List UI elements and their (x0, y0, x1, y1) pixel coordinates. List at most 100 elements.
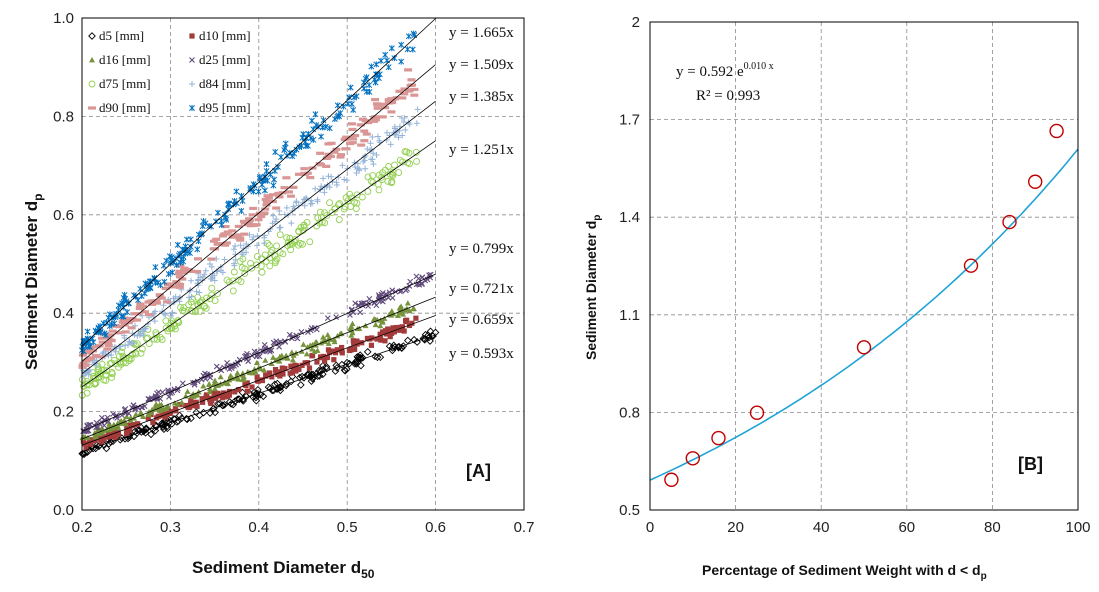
data-point (410, 93, 419, 97)
data-point (254, 242, 261, 249)
data-point (119, 412, 125, 419)
data-point (312, 339, 319, 345)
legend-entry: d10 [mm] (199, 28, 251, 43)
data-point (371, 98, 380, 102)
data-point (379, 169, 387, 177)
data-point (384, 98, 393, 102)
data-point (110, 411, 116, 417)
data-point (124, 425, 130, 431)
data-point (339, 162, 346, 169)
data-point (253, 261, 261, 269)
data-point (221, 224, 230, 229)
data-point (240, 245, 247, 252)
data-point (287, 194, 296, 198)
data-point (249, 236, 256, 243)
data-point (126, 338, 133, 345)
data-point (261, 234, 268, 241)
data-point (336, 113, 343, 120)
data-point (260, 211, 269, 215)
data-point (330, 150, 339, 154)
data-point (314, 359, 320, 365)
data-point (89, 57, 95, 63)
data-point (134, 332, 141, 339)
data-point (229, 363, 235, 370)
data-point (88, 438, 95, 444)
data-point (371, 315, 378, 322)
data-point (261, 240, 268, 247)
data-point (405, 33, 412, 40)
data-point (315, 372, 324, 380)
data-point (106, 338, 115, 342)
data-point (277, 224, 284, 231)
data-point (356, 166, 363, 173)
data-point (369, 134, 376, 141)
data-point (357, 143, 366, 147)
data-point (272, 149, 279, 156)
data-point (281, 147, 288, 154)
data-point (336, 155, 345, 159)
data-point (189, 57, 195, 63)
data-point (299, 240, 306, 248)
data-point (120, 323, 129, 327)
data-point (664, 472, 679, 487)
data-point (277, 373, 283, 379)
data-point (406, 121, 413, 128)
data-point (222, 211, 229, 218)
data-point (263, 194, 272, 198)
data-point (397, 288, 403, 295)
data-point (300, 131, 307, 138)
data-point (240, 221, 249, 225)
data-point (172, 280, 181, 284)
data-point (349, 306, 355, 313)
data-point (240, 376, 247, 383)
data-point (83, 348, 92, 352)
data-point (318, 183, 325, 190)
data-point (109, 425, 116, 431)
data-point (103, 347, 112, 351)
data-point (312, 111, 319, 118)
data-point (121, 330, 130, 334)
data-point (211, 277, 218, 284)
data-point (392, 131, 399, 138)
data-point (282, 365, 288, 372)
data-point (264, 196, 273, 200)
data-point (354, 338, 360, 344)
data-point (132, 406, 138, 413)
data-point (350, 338, 356, 344)
data-point (180, 266, 189, 270)
y-tick-label: 1.1 (619, 307, 640, 324)
data-point (321, 189, 328, 196)
legend-entry: d25 [mm] (199, 52, 251, 67)
data-point (226, 388, 233, 395)
data-point (287, 377, 295, 386)
data-point (405, 149, 413, 157)
data-point (101, 422, 108, 429)
data-point (102, 376, 110, 384)
data-point (78, 365, 87, 369)
data-point (410, 305, 417, 312)
data-point (368, 63, 375, 70)
data-point (392, 96, 401, 100)
data-point (245, 358, 252, 365)
data-point (360, 158, 367, 165)
data-point (155, 413, 161, 419)
data-point (394, 312, 401, 318)
data-point (289, 185, 298, 190)
data-point (368, 342, 375, 348)
data-point (284, 355, 291, 361)
data-point (328, 208, 336, 216)
data-point (174, 387, 181, 394)
data-point (247, 259, 255, 267)
data-point (398, 96, 407, 100)
data-point (384, 177, 392, 185)
data-point (257, 365, 264, 371)
data-point (378, 102, 387, 106)
data-point (276, 224, 283, 231)
data-point (373, 61, 380, 68)
data-point (217, 267, 224, 274)
x-tick-label: 0 (646, 519, 654, 536)
data-point (362, 165, 369, 172)
data-point (230, 268, 238, 276)
data-point (135, 297, 141, 304)
y-tick-label: 1.0 (53, 10, 74, 27)
